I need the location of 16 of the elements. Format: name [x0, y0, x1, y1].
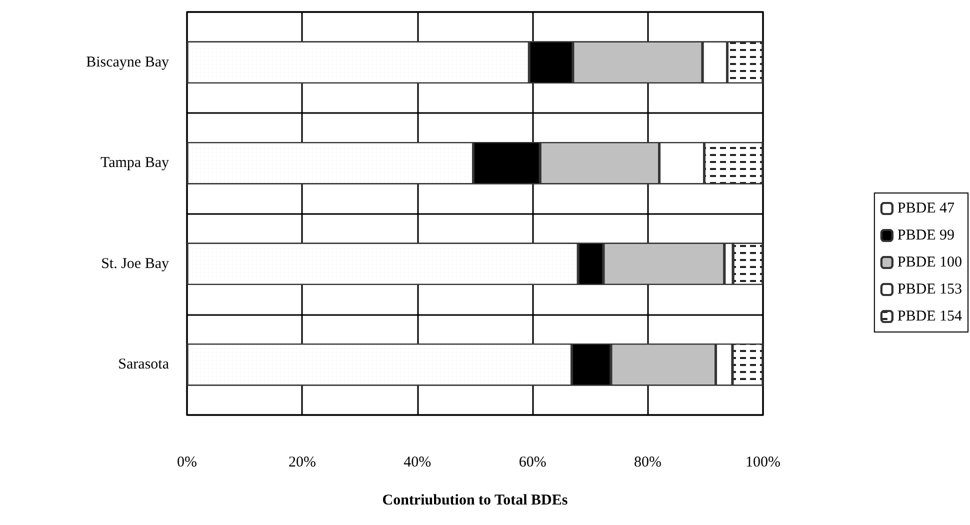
x-tick-label: 60% [518, 454, 546, 470]
legend-label: PBDE 99 [897, 228, 954, 244]
y-tick-label: Biscayne Bay [86, 54, 170, 70]
x-tick-label: 20% [288, 454, 316, 470]
y-tick-label: Sarasota [118, 356, 170, 373]
legend-label: PBDE 100 [897, 254, 962, 270]
y-tick-label: St. Joe Bay [101, 256, 170, 272]
legend-label: PBDE 47 [897, 200, 955, 216]
x-axis-title: Contriubution to Total BDEs [382, 492, 568, 508]
legend-label: PBDE 154 [897, 308, 962, 324]
x-tick-label: 0% [177, 454, 197, 470]
x-tick-label: 80% [634, 454, 662, 470]
x-tick-label: 40% [404, 454, 432, 470]
legend-label: PBDE 153 [897, 282, 962, 298]
x-tick-label: 100% [746, 454, 780, 470]
y-tick-label: Tampa Bay [100, 155, 170, 172]
